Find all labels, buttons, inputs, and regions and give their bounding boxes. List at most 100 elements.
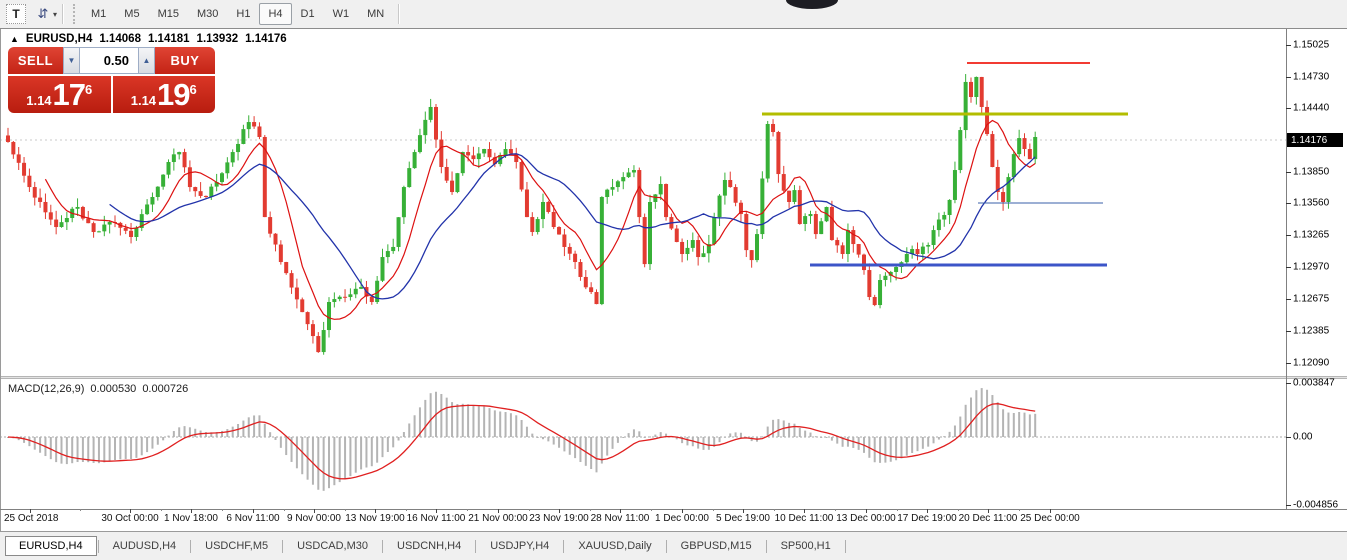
bearish-candle — [696, 240, 701, 258]
macd-histogram-bar — [381, 437, 384, 458]
bullish-candle — [75, 206, 80, 209]
bullish-candle — [701, 253, 706, 258]
dropdown-caret-icon[interactable]: ▾ — [53, 9, 58, 19]
timeframe-button-m30[interactable]: M30 — [196, 8, 219, 20]
macd-chart[interactable] — [0, 379, 1286, 509]
macd-axis-tick — [1286, 383, 1291, 384]
timeframe-button-m5[interactable]: M5 — [124, 8, 140, 20]
price-axis-tick — [1286, 299, 1291, 300]
macd-histogram-bar — [151, 437, 154, 449]
macd-main-value: 0.000530 — [90, 383, 137, 395]
timeframe-button-h1[interactable]: H1 — [236, 8, 251, 20]
macd-histogram-bar — [60, 437, 63, 464]
bearish-candle — [915, 249, 920, 255]
tab-xauusd-daily[interactable]: XAUUSD,Daily — [578, 540, 652, 552]
bullish-candle — [894, 267, 899, 272]
tab-usdjpy-h4[interactable]: USDJPY,H4 — [490, 540, 550, 552]
timeframe-button-w1[interactable]: W1 — [332, 8, 350, 20]
arrows-icon[interactable]: ⇵ — [37, 6, 49, 21]
bearish-candle — [1022, 138, 1027, 150]
volume-decrease-button[interactable]: ▼ — [63, 47, 80, 74]
macd-histogram-bar — [798, 427, 801, 437]
timeframe-button-h4[interactable]: H4 — [259, 3, 292, 25]
bullish-candle — [241, 129, 246, 144]
bearish-candle — [278, 244, 283, 263]
macd-histogram-bar — [852, 437, 855, 448]
time-axis-tick — [866, 509, 867, 513]
volume-input[interactable]: 0.50 — [80, 47, 138, 74]
bullish-candle — [476, 153, 481, 160]
macd-histogram-bar — [953, 425, 956, 437]
sell-price-pip: 6 — [85, 82, 93, 97]
macd-histogram-bar — [328, 437, 330, 489]
macd-indicator-pane[interactable] — [0, 379, 1286, 509]
bearish-candle — [728, 180, 733, 188]
time-axis-tick — [682, 509, 683, 513]
bullish-candle — [926, 245, 931, 247]
bearish-candle — [851, 230, 856, 245]
macd-histogram-bar — [440, 393, 443, 437]
timeframe-button-mn[interactable]: MN — [367, 8, 385, 20]
sell-button[interactable]: SELL — [8, 47, 63, 74]
sell-price-display[interactable]: 1.14 17 6 — [8, 76, 111, 113]
ohlc-high: 1.14181 — [147, 33, 190, 45]
macd-histogram-bar — [681, 437, 684, 444]
bullish-candle — [327, 302, 331, 331]
buy-button[interactable]: BUY — [155, 47, 215, 74]
bearish-candle — [546, 201, 551, 212]
macd-histogram-bar — [814, 436, 817, 438]
macd-histogram-bar — [766, 426, 769, 437]
bullish-candle — [482, 149, 487, 154]
tab-gbpusd-m15[interactable]: GBPUSD,M15 — [680, 540, 752, 552]
bearish-candle — [1027, 149, 1032, 160]
timeframe-button-d1[interactable]: D1 — [300, 8, 315, 20]
bearish-candle — [985, 106, 990, 135]
macd-histogram-bar — [81, 437, 84, 463]
text-label-tool-icon[interactable]: T — [6, 4, 26, 24]
bullish-candle — [648, 201, 652, 265]
tab-audusd-h4[interactable]: AUDUSD,H4 — [112, 540, 177, 552]
tab-usdcnh-h4[interactable]: USDCNH,H4 — [397, 540, 462, 552]
timeframe-button-m1[interactable]: M1 — [91, 8, 107, 20]
macd-histogram-bar — [1012, 413, 1015, 437]
macd-histogram-bar — [247, 417, 250, 437]
macd-histogram-bar — [627, 433, 630, 437]
macd-histogram-bar — [285, 437, 288, 456]
buy-price-prefix: 1.14 — [130, 93, 157, 108]
bearish-candle — [781, 174, 786, 191]
tab-usdcad-m30[interactable]: USDCAD,M30 — [297, 540, 369, 552]
toolbar-grip[interactable] — [73, 4, 78, 24]
bullish-candle — [974, 76, 979, 98]
macd-histogram-bar — [1002, 409, 1005, 437]
bullish-candle — [755, 234, 759, 261]
macd-histogram-bar — [231, 426, 234, 437]
macd-histogram-bar — [33, 437, 36, 450]
time-axis-tick — [130, 509, 131, 513]
bullish-candle — [321, 330, 326, 353]
tab-separator — [665, 539, 667, 553]
bullish-candle — [230, 152, 235, 163]
macd-histogram-bar — [959, 416, 962, 437]
macd-histogram-bar — [344, 437, 347, 480]
buy-price-display[interactable]: 1.14 19 6 — [112, 76, 215, 113]
bearish-candle — [979, 76, 984, 107]
macd-histogram-bar — [204, 432, 207, 437]
tab-eurusd-h4[interactable]: EURUSD,H4 — [5, 536, 97, 556]
bullish-candle — [808, 214, 813, 217]
tab-sp500-h1[interactable]: SP500,H1 — [780, 540, 831, 552]
tab-usdchf-m5[interactable]: USDCHF,M5 — [205, 540, 269, 552]
volume-increase-button[interactable]: ▲ — [138, 47, 155, 74]
macd-histogram-bar — [830, 437, 833, 441]
bullish-candle — [401, 187, 406, 218]
buy-price-pip: 6 — [189, 82, 197, 97]
macd-histogram-bar — [638, 431, 641, 437]
candlestick-chart[interactable] — [0, 29, 1286, 376]
macd-histogram-bar — [365, 437, 368, 468]
timeframe-button-m15[interactable]: M15 — [157, 8, 179, 20]
bullish-candle — [337, 296, 342, 300]
bullish-candle — [765, 123, 770, 179]
window-left-border — [0, 29, 1, 531]
time-axis-label: 1 Nov 18:00 — [164, 513, 218, 524]
bearish-candle — [664, 184, 669, 218]
pane-splitter[interactable] — [0, 376, 1347, 379]
